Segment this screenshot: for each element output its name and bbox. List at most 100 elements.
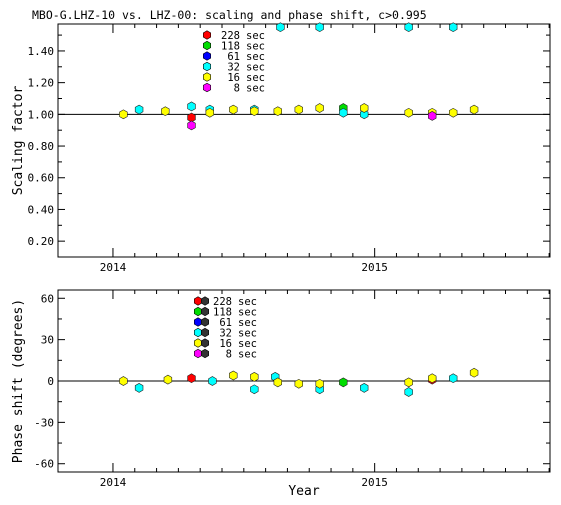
y-tick-label: 0.20 [28, 235, 55, 248]
legend-marker-error [201, 348, 209, 359]
scaling-factor-panel: 0.20 0.40 0.60 0.80 1.00 1.20 1.40 2014 2015 Scal… [11, 22, 551, 274]
data-point [448, 373, 458, 384]
legend-unit: sec [246, 51, 265, 63]
data-point [404, 377, 413, 388]
legend-marker [203, 30, 211, 40]
legend-marker [203, 72, 211, 82]
data-point [359, 103, 369, 113]
plot-frame [57, 23, 551, 258]
data-point [427, 111, 437, 121]
x-axis-label: Year [288, 484, 319, 499]
data-point [134, 104, 144, 115]
legend-marker [194, 317, 202, 327]
data-point [469, 367, 479, 378]
legend-period: 16 [219, 338, 232, 350]
y-tick-label: 0.40 [28, 203, 55, 216]
data-point [187, 120, 196, 131]
data-point [359, 383, 369, 393]
legend-period: 32 [219, 328, 232, 340]
data-point [273, 106, 283, 117]
data-point [427, 373, 437, 384]
legend-marker-error [201, 317, 209, 327]
legend-unit: sec [246, 30, 265, 42]
data-point [315, 103, 324, 113]
legend-period: 61 [219, 317, 232, 329]
y-tick-label: 30 [41, 334, 54, 347]
legend-unit: sec [238, 296, 257, 308]
data-point [404, 22, 413, 33]
legend-marker [194, 348, 202, 359]
data-point [161, 106, 170, 117]
data-point [119, 376, 128, 386]
data-point [134, 383, 144, 393]
data-point [469, 104, 479, 115]
legend-unit: sec [238, 328, 257, 340]
chart-title: MBO-G.LHZ-10 vs. LHZ-00: scaling and pha… [32, 8, 427, 22]
y-tick-label: -60 [34, 458, 54, 471]
legend-unit: sec [246, 83, 265, 95]
x-tick-label: 2014 [100, 476, 127, 489]
legend-marker-error [201, 296, 209, 306]
legend-marker-error [201, 327, 209, 338]
legend-period: 16 [227, 72, 240, 84]
data-point [404, 387, 413, 397]
data-point [276, 22, 285, 33]
data-point [448, 22, 458, 33]
data-point [359, 109, 369, 120]
y-axis-label: Phase shift (degrees) [11, 299, 26, 463]
legend-period: 118 [221, 41, 240, 53]
legend-unit: sec [238, 307, 257, 319]
y-axis-label: Scaling factor [11, 86, 26, 196]
data-point [404, 107, 413, 118]
legend-marker [194, 306, 202, 317]
data-point [119, 109, 128, 120]
data-point [339, 377, 348, 388]
data-point [448, 107, 458, 118]
data-point [294, 378, 304, 389]
legend-period: 8 [226, 349, 232, 361]
data-point [315, 22, 324, 33]
legend-period: 118 [213, 307, 232, 319]
legend-marker-error [201, 338, 209, 348]
legend-marker [203, 40, 211, 51]
data-point [315, 378, 324, 389]
x-tick-label: 2014 [100, 261, 127, 274]
y-tick-label: -30 [34, 416, 54, 429]
legend-unit: sec [238, 317, 257, 329]
y-tick-label: 0.60 [28, 172, 55, 185]
y-tick-label: 1.00 [28, 108, 55, 121]
data-point [273, 377, 283, 388]
phase-shift-panel: -60 -30 0 30 60 2014 2015 Phase shift (degrees)… [11, 289, 551, 489]
data-point [187, 101, 196, 112]
legend-period: 32 [227, 62, 240, 74]
data-point [294, 104, 304, 115]
legend-period: 8 [234, 83, 240, 95]
data-point [339, 107, 348, 118]
data-point [187, 373, 196, 384]
legend-period: 61 [227, 51, 240, 63]
data-point [208, 376, 217, 386]
legend-marker [203, 61, 211, 72]
legend-marker [194, 327, 202, 338]
data-point [163, 374, 173, 385]
data-point [229, 104, 238, 115]
data-point [205, 107, 214, 118]
legend-unit: sec [238, 338, 257, 350]
data-point [250, 384, 259, 395]
y-tick-label: 60 [41, 292, 54, 305]
legend-unit: sec [238, 349, 257, 361]
legend-unit: sec [246, 72, 265, 84]
y-tick-label: 1.40 [28, 45, 55, 58]
data-point [229, 370, 238, 381]
y-tick-label: 0 [47, 375, 54, 388]
y-tick-label: 1.20 [28, 77, 55, 90]
legend-marker [194, 338, 202, 348]
y-tick-label: 0.80 [28, 140, 55, 153]
legend-marker [203, 51, 211, 61]
legend-marker [194, 296, 202, 306]
data-point [250, 106, 259, 117]
legend-unit: sec [246, 41, 265, 53]
x-tick-label: 2015 [361, 476, 388, 489]
legend-marker [203, 82, 211, 93]
